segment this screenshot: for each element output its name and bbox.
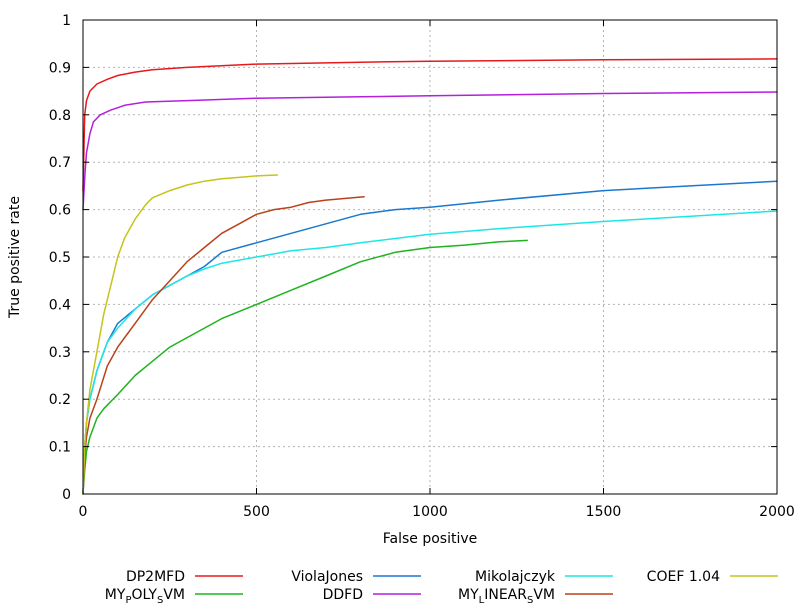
axis-ticks: 0 500 1000 1500 2000 0 0.1 0.2 0.3 0.4 0.5 0.6 0.7 0.… — [49, 13, 795, 520]
legend-label: DP2MFD — [126, 569, 185, 585]
y-tick-label: 0.6 — [49, 203, 71, 219]
y-tick-label: 0.3 — [49, 345, 71, 361]
x-tick-label: 0 — [79, 504, 88, 520]
y-axis-label: True positive rate — [7, 196, 23, 319]
x-tick-label: 1500 — [586, 504, 622, 520]
legend-label: MYLINEARSVM — [458, 587, 555, 605]
x-tick-label: 1000 — [412, 504, 448, 520]
legend-label-part: VM — [533, 587, 555, 603]
legend-label: MYPOLYSVM — [105, 587, 185, 605]
series-line-1 — [82, 239, 528, 495]
legend: DP2MFDMYPOLYSVMViolaJonesDDFDMikolajczyk… — [105, 569, 778, 605]
y-tick-label: 0.8 — [49, 108, 71, 124]
legend-label: Mikolajczyk — [475, 569, 556, 585]
legend-label-part: DP2MFD — [126, 569, 185, 585]
legend-label: COEF 1.04 — [647, 569, 720, 585]
grid-lines — [83, 20, 777, 494]
series-line-6 — [82, 174, 279, 495]
legend-label: ViolaJones — [291, 569, 363, 585]
series-line-5 — [82, 196, 365, 495]
legend-label: DDFD — [323, 587, 363, 603]
x-tick-label: 2000 — [759, 504, 795, 520]
series-line-0 — [82, 58, 778, 192]
y-tick-label: 0.4 — [49, 297, 71, 313]
y-tick-label: 0.7 — [49, 155, 71, 171]
y-tick-label: 1 — [62, 13, 71, 29]
legend-label-part: ViolaJones — [291, 569, 363, 585]
legend-label-part: Mikolajczyk — [475, 569, 556, 585]
legend-label-part: INEAR — [484, 587, 527, 603]
y-tick-label: 0.9 — [49, 60, 71, 76]
legend-label-part: S — [527, 595, 533, 605]
legend-label-part: S — [157, 595, 163, 605]
legend-label-part: MY — [458, 587, 479, 603]
y-tick-label: 0 — [62, 487, 71, 503]
series-line-4 — [82, 210, 778, 495]
legend-label-part: MY — [105, 587, 126, 603]
legend-label-part: VM — [163, 587, 185, 603]
legend-label-part: L — [479, 595, 485, 605]
legend-label-part: OLY — [131, 587, 157, 603]
x-tick-label: 500 — [243, 504, 270, 520]
legend-label-part: P — [125, 595, 131, 605]
legend-label-part: DDFD — [323, 587, 363, 603]
legend-label-part: COEF 1.04 — [647, 569, 720, 585]
y-tick-label: 0.1 — [49, 440, 71, 456]
y-tick-label: 0.5 — [49, 250, 71, 266]
y-tick-label: 0.2 — [49, 392, 71, 408]
x-axis-label: False positive — [383, 531, 478, 547]
